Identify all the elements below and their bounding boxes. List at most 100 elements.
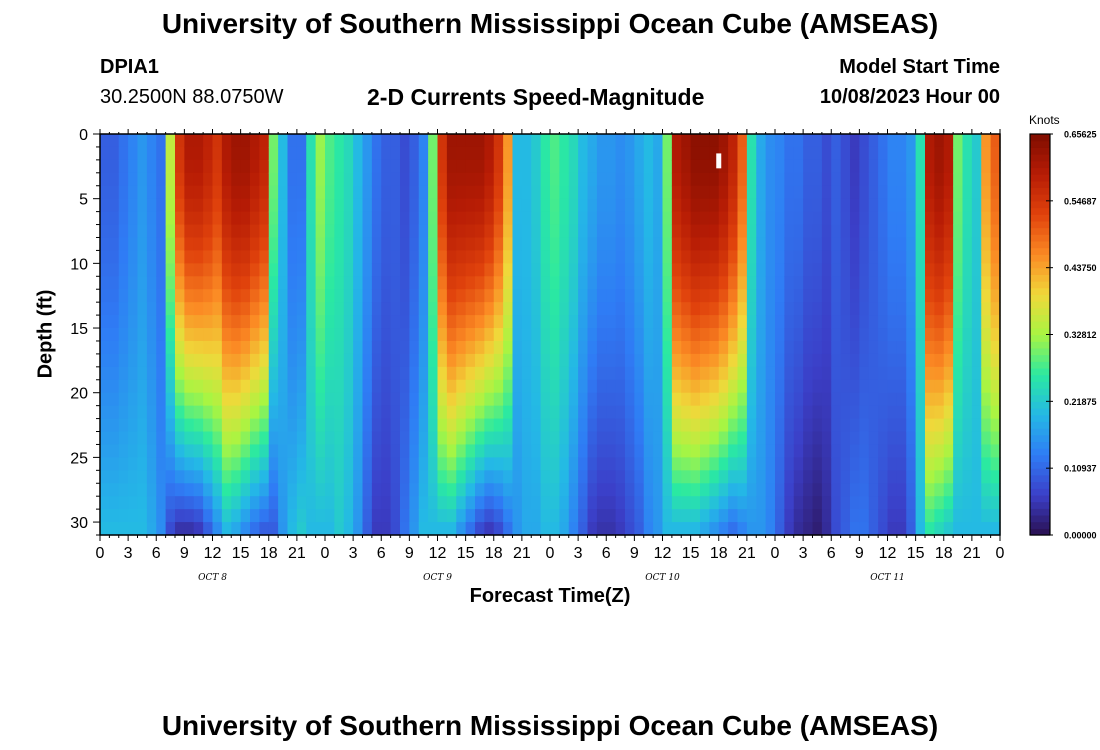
heatmap-cell xyxy=(278,134,289,148)
heatmap-cell xyxy=(868,198,879,213)
heatmap-cell xyxy=(662,328,673,342)
heatmap-cell xyxy=(146,315,157,329)
heatmap-cell xyxy=(259,172,270,187)
heatmap-cell xyxy=(690,237,701,252)
heatmap-cell xyxy=(981,250,992,264)
heatmap-cell xyxy=(681,159,692,174)
heatmap-cell xyxy=(212,522,223,536)
heatmap-cell xyxy=(259,276,270,290)
heatmap-cell xyxy=(531,185,542,200)
heatmap-cell xyxy=(465,366,476,381)
heatmap-cell xyxy=(240,418,251,433)
y-tick-label: 0 xyxy=(79,127,88,144)
heatmap-cell xyxy=(156,328,167,342)
heatmap-cell xyxy=(971,315,982,329)
heatmap-cell xyxy=(737,134,748,148)
heatmap-cell xyxy=(643,134,654,148)
heatmap-cell xyxy=(718,509,729,523)
heatmap-cell xyxy=(296,353,307,368)
heatmap-cell xyxy=(334,379,345,394)
heatmap-cell xyxy=(859,237,870,252)
heatmap-cell xyxy=(390,302,401,316)
heatmap-cell xyxy=(371,353,382,368)
heatmap-cell xyxy=(128,159,139,174)
heatmap-cell xyxy=(981,211,992,226)
heatmap-cell xyxy=(615,289,626,303)
heatmap-cell xyxy=(831,457,842,471)
heatmap-cell xyxy=(793,328,804,342)
heatmap-cell xyxy=(540,405,551,420)
heatmap-cell xyxy=(493,328,504,342)
heatmap-cell xyxy=(737,211,748,226)
heatmap-cell xyxy=(718,250,729,264)
heatmap-cell xyxy=(943,522,954,536)
heatmap-cell xyxy=(868,483,879,497)
heatmap-cell xyxy=(803,224,814,239)
heatmap-cell xyxy=(840,366,851,381)
heatmap-cell xyxy=(343,328,354,342)
heatmap-cell xyxy=(203,340,214,355)
heatmap-cell xyxy=(475,263,485,277)
heatmap-cell xyxy=(943,185,954,200)
heatmap-cell xyxy=(512,509,523,523)
heatmap-cell xyxy=(231,185,242,200)
heatmap-cell xyxy=(531,509,542,523)
heatmap-cell xyxy=(353,289,364,303)
heatmap-cell xyxy=(690,522,701,536)
heatmap-cell xyxy=(325,289,335,303)
heatmap-cell xyxy=(812,509,823,523)
heatmap-cell xyxy=(859,159,870,174)
heatmap-cell xyxy=(981,444,992,458)
heatmap-cell xyxy=(681,289,692,303)
heatmap-cell xyxy=(840,146,851,161)
heatmap-cell xyxy=(456,302,467,316)
heatmap-cell xyxy=(550,457,560,471)
heatmap-cell xyxy=(756,444,767,458)
heatmap-cell xyxy=(278,379,289,394)
heatmap-cell xyxy=(850,496,860,510)
heatmap-cell xyxy=(953,457,964,471)
heatmap-cell xyxy=(418,237,429,252)
heatmap-cell xyxy=(418,211,429,226)
heatmap-cell xyxy=(381,172,392,187)
heatmap-cell xyxy=(728,315,739,329)
heatmap-cell xyxy=(606,302,617,316)
heatmap-cell xyxy=(709,289,720,303)
heatmap-cell xyxy=(231,470,242,484)
heatmap-cell xyxy=(409,379,420,394)
heatmap-cell xyxy=(746,328,757,342)
heatmap-cell xyxy=(240,431,251,446)
heatmap-cell xyxy=(587,159,598,174)
heatmap-cell xyxy=(596,418,607,433)
heatmap-cell xyxy=(896,172,907,187)
heatmap-cell xyxy=(812,379,823,394)
heatmap-cell xyxy=(493,366,504,381)
heatmap-cell xyxy=(803,470,814,484)
heatmap-cell xyxy=(587,444,598,458)
heatmap-cell xyxy=(531,263,542,277)
heatmap-cell xyxy=(906,496,917,510)
heatmap-cell xyxy=(128,237,139,252)
heatmap-cell xyxy=(943,483,954,497)
heatmap-cell xyxy=(550,353,560,368)
heatmap-cell xyxy=(784,418,795,433)
heatmap-cell xyxy=(643,340,654,355)
heatmap-cell xyxy=(550,418,560,433)
heatmap-cell xyxy=(109,366,120,381)
heatmap-cell xyxy=(418,198,429,213)
heatmap-cell xyxy=(306,483,317,497)
heatmap-cell xyxy=(718,418,729,433)
heatmap-cell xyxy=(953,444,964,458)
heatmap-cell xyxy=(128,483,139,497)
heatmap-cell xyxy=(625,146,635,161)
heatmap-cell xyxy=(118,483,129,497)
heatmap-cell xyxy=(793,405,804,420)
heatmap-cell xyxy=(821,522,832,536)
heatmap-cell xyxy=(531,237,542,252)
heatmap-cell xyxy=(634,366,645,381)
heatmap-cell xyxy=(503,457,514,471)
heatmap-cell xyxy=(306,509,317,523)
heatmap-cell xyxy=(521,509,532,523)
heatmap-cell xyxy=(643,237,654,252)
heatmap-cell xyxy=(568,431,579,446)
